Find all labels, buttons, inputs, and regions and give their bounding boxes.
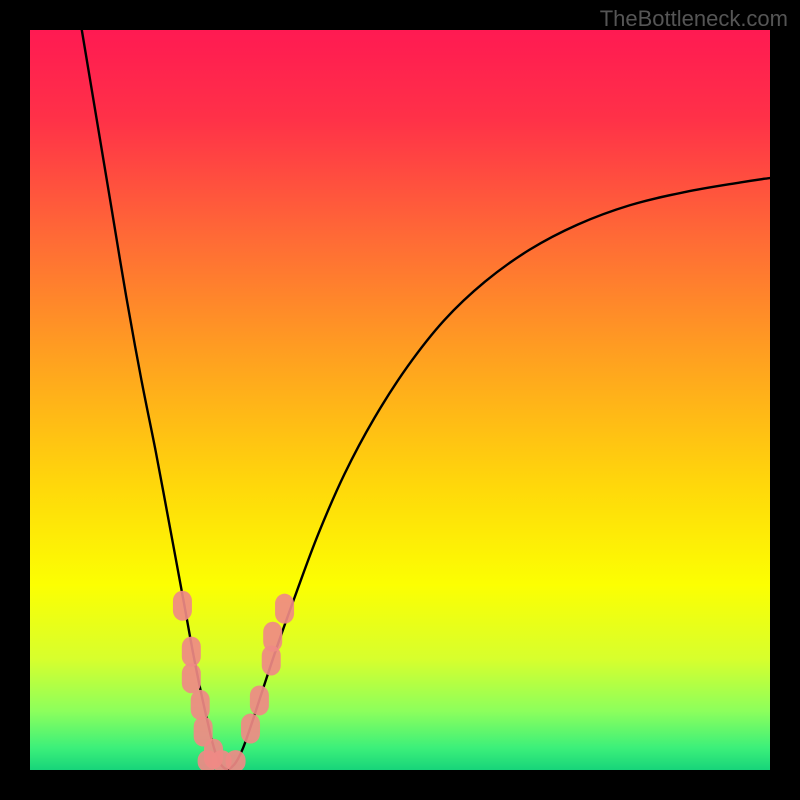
bottleneck-curve-chart [0,0,800,800]
marker-left-2 [182,663,201,693]
marker-right-0 [241,714,260,744]
marker-left-1 [182,637,201,667]
marker-right-1 [250,685,269,715]
marker-bottom-2 [226,750,246,772]
chart-container: TheBottleneck.com [0,0,800,800]
marker-right-4 [275,594,294,624]
marker-left-0 [173,591,192,621]
marker-right-3 [263,622,282,652]
marker-left-3 [191,690,210,720]
attribution-label: TheBottleneck.com [600,6,788,32]
plot-background-gradient [30,30,770,770]
